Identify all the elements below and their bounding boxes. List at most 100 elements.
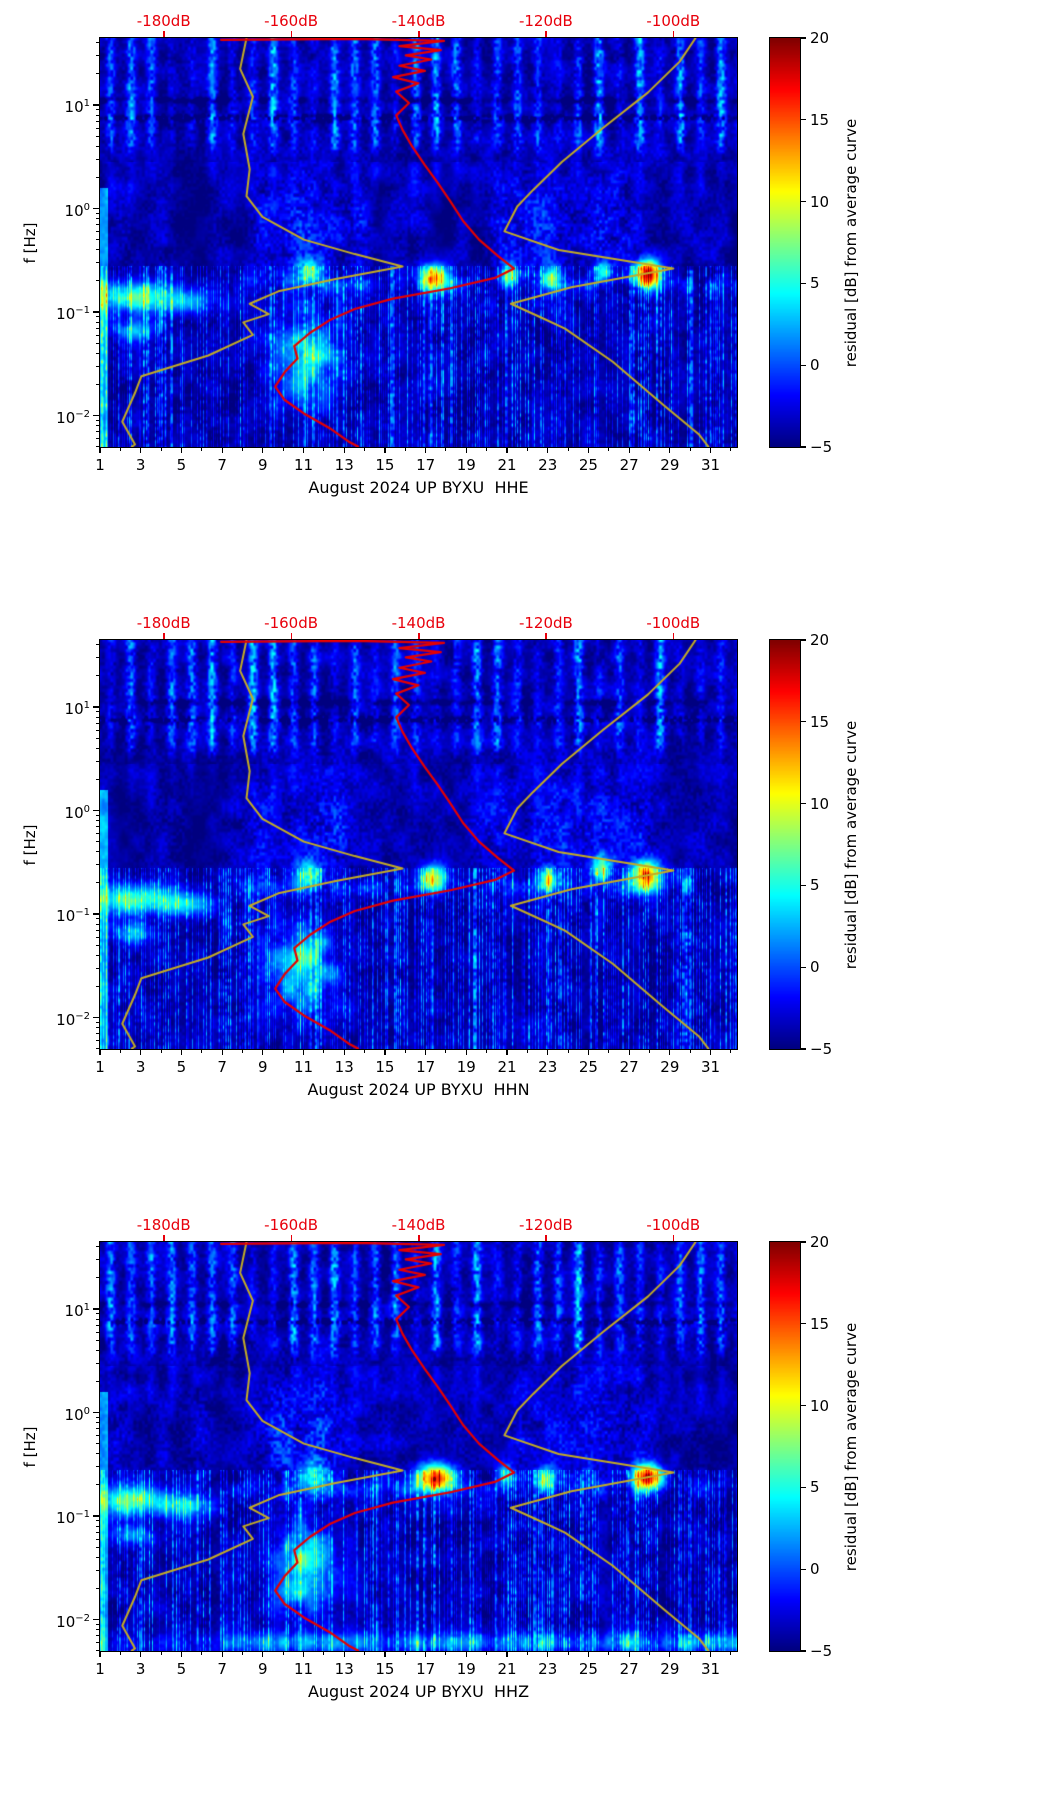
y-minor-tick [96, 280, 99, 282]
x-tick-label-31: 31 [700, 1660, 721, 1678]
x-minor-tick [648, 1050, 650, 1053]
colorbar-tick [801, 119, 806, 121]
y-minor-tick [96, 425, 99, 427]
y-tick-exponent: −2 [75, 1612, 90, 1624]
y-tick-exponent: −2 [75, 1010, 90, 1022]
plot-area-hhn [99, 639, 738, 1050]
x-major-tick [221, 1652, 223, 1657]
y-minor-tick [96, 826, 99, 828]
x-minor-tick [526, 448, 528, 451]
x-major-tick [99, 1050, 101, 1055]
x-minor-tick [648, 1652, 650, 1655]
x-major-tick [506, 1050, 508, 1055]
x-tick-label-3: 3 [135, 1660, 146, 1678]
y-major-tick [93, 311, 99, 313]
colorbar-tick [801, 364, 806, 366]
y-tick-base: 10 [56, 1010, 76, 1029]
y-tick-label-1e0: 100 [48, 800, 90, 822]
y-minor-tick [96, 1629, 99, 1631]
x-major-tick [709, 448, 712, 453]
x-minor-tick [445, 448, 447, 451]
x-tick-label-11: 11 [293, 1660, 314, 1678]
x-major-tick [628, 448, 630, 453]
x-major-tick [587, 1652, 590, 1657]
top-axis-tick [545, 633, 547, 639]
x-minor-tick [119, 1050, 121, 1053]
y-tick-exponent: 1 [83, 1302, 90, 1314]
x-major-tick [587, 448, 590, 453]
y-minor-tick [96, 1650, 99, 1652]
x-minor-tick [567, 1050, 569, 1053]
y-minor-tick [96, 42, 99, 44]
y-tick-exponent: −1 [75, 305, 90, 317]
y-minor-tick [96, 1546, 99, 1548]
x-tick-label-5: 5 [176, 456, 187, 474]
y-minor-tick [96, 212, 99, 214]
y-minor-tick [96, 321, 99, 323]
y-minor-tick [96, 262, 99, 264]
top-axis-tick [545, 31, 547, 37]
y-minor-tick [96, 120, 99, 122]
x-tick-label-21: 21 [497, 1660, 517, 1678]
plot-area-hhz [99, 1241, 738, 1652]
x-tick-label-3: 3 [135, 1058, 146, 1076]
top-axis-tick [672, 1235, 675, 1241]
x-tick-label-15: 15 [375, 456, 395, 474]
colorbar-tick-label-15: 15 [810, 110, 830, 129]
y-minor-tick [96, 1587, 99, 1589]
y-tick-exponent: 1 [83, 98, 90, 110]
y-minor-tick [96, 778, 99, 780]
x-minor-tick [364, 1652, 366, 1655]
y-tick-exponent: 0 [83, 201, 90, 213]
y-minor-tick [96, 729, 99, 731]
x-tick-label-31: 31 [700, 1058, 721, 1076]
x-major-tick [180, 1050, 182, 1055]
y-major-tick [93, 809, 99, 812]
y-minor-tick [96, 851, 99, 853]
y-minor-tick [96, 1416, 99, 1418]
x-minor-tick [567, 448, 569, 451]
y-minor-tick [96, 1435, 99, 1436]
y-minor-tick [96, 1538, 99, 1540]
y-minor-tick [96, 882, 99, 884]
x-minor-tick [241, 448, 243, 451]
y-minor-tick [96, 1246, 99, 1248]
top-axis-label--180dB: -180dB [136, 12, 191, 30]
x-major-tick [547, 448, 549, 453]
x-tick-label-19: 19 [456, 1058, 476, 1076]
top-axis-label--180dB: -180dB [136, 1216, 191, 1234]
x-tick-label-27: 27 [619, 456, 639, 474]
y-tick-base: 10 [56, 1509, 76, 1528]
x-tick-label-21: 21 [497, 456, 517, 474]
y-minor-tick [96, 760, 99, 762]
y-minor-tick [96, 1641, 99, 1643]
y-minor-tick [96, 1380, 99, 1382]
y-minor-tick [96, 224, 99, 226]
x-major-tick [180, 1652, 182, 1657]
x-minor-tick [404, 448, 406, 451]
y-axis-label: f [Hz] [21, 824, 39, 865]
top-axis-tick [545, 1235, 547, 1241]
y-minor-tick [96, 722, 99, 724]
y-minor-tick [96, 383, 99, 385]
panel-hhz: -180dB -160dB -140dB -120dB -100dB 1 3 5 7 9 11 13 1… [0, 1204, 1052, 1806]
y-minor-tick [96, 814, 99, 816]
colorbar-tick-label-20: 20 [810, 1233, 830, 1251]
y-minor-tick [96, 327, 99, 329]
top-axis-tick [418, 1235, 420, 1241]
x-tick-label-9: 9 [258, 456, 268, 474]
x-major-tick [506, 448, 508, 453]
y-minor-tick [96, 954, 99, 956]
y-major-tick [93, 1308, 99, 1310]
x-tick-label-29: 29 [660, 1660, 680, 1678]
x-minor-tick [364, 1050, 366, 1053]
plot-area-hhe [99, 37, 738, 448]
y-minor-tick [96, 1324, 99, 1326]
x-major-tick [262, 448, 264, 453]
y-minor-tick [96, 833, 99, 834]
y-minor-tick [96, 1525, 99, 1527]
x-minor-tick [119, 448, 121, 451]
top-axis-label--160dB: -160dB [264, 614, 319, 632]
y-minor-tick [96, 1362, 99, 1364]
